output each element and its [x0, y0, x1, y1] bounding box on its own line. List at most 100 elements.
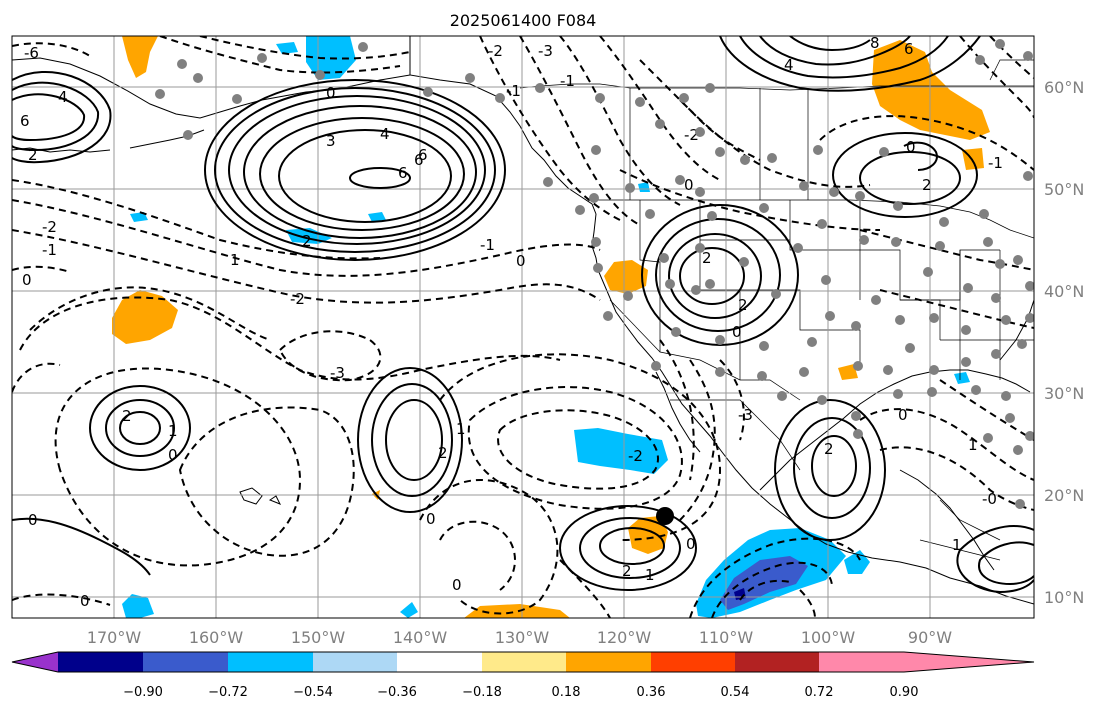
contour-label: -2 [488, 42, 503, 60]
colorbar-swatch [651, 652, 735, 672]
lon-label: 150°W [291, 628, 346, 647]
coastlines [12, 36, 1034, 605]
contour-label: -1 [480, 236, 495, 254]
contour-label: 1 [952, 536, 962, 554]
contour-label: 6 [20, 112, 30, 130]
map-title: 2025061400 F084 [450, 11, 597, 30]
contour-label: 2 [824, 440, 834, 458]
contour-label: 0 [426, 510, 436, 528]
contour-label: 6 [904, 40, 914, 58]
contour-label: 1 [168, 422, 178, 440]
lon-label: 120°W [597, 628, 652, 647]
storm-center-marker [656, 507, 674, 525]
contour-label: 1 [230, 251, 240, 269]
lat-label: 60°N [1044, 78, 1084, 97]
contour-label: 0 [516, 252, 526, 270]
lon-label: 130°W [495, 628, 550, 647]
contour-label: 2 [28, 146, 38, 164]
colorbar: −0.90 −0.72 −0.54 −0.36 −0.18 0.18 0.36 … [11, 651, 1035, 700]
contour-label: 1 [968, 436, 978, 454]
colorbar-swatch [819, 652, 904, 672]
colorbar-tick-label: 0.54 [721, 685, 750, 700]
contour-label: 6 [418, 146, 428, 164]
contour-label: 2 [302, 232, 312, 250]
contour-label: -2 [42, 218, 57, 236]
contour-label: 0 [686, 535, 696, 553]
colorbar-swatch [735, 652, 819, 672]
contour-label: 0 [452, 576, 462, 594]
contour-label: 6 [414, 151, 424, 169]
colorbar-swatch [313, 652, 397, 672]
contour-labels: 6 4 3 6 6 2 1 -2 -1 -1 0 -2 0 -3 2 1 0 2… [20, 34, 1003, 610]
longitude-axis: 170°W 160°W 150°W 140°W 130°W 120°W 110°… [87, 628, 952, 647]
political-borders [519, 59, 1034, 561]
contour-label: 2 [622, 562, 632, 580]
lat-label: 30°N [1044, 384, 1084, 403]
contour-label: 0 [326, 84, 336, 102]
colorbar-swatch [482, 652, 566, 672]
contour-label: 0 [80, 592, 90, 610]
colorbar-extend-min [12, 652, 58, 672]
contour-label: -2 [684, 126, 699, 144]
colorbar-swatch [58, 652, 143, 672]
colorbar-tick-label: 0.18 [552, 685, 581, 700]
colorbar-tick-label: 0.90 [890, 685, 919, 700]
colorbar-swatch [397, 652, 482, 672]
contour-label: -1 [42, 241, 57, 259]
colorbar-tick-label: −0.72 [208, 685, 248, 700]
contour-label: 0 [732, 323, 742, 341]
contour-label: 4 [784, 56, 794, 74]
station-markers [155, 39, 1034, 509]
contour-label: 4 [58, 88, 68, 106]
contour-label: 2 [438, 444, 448, 462]
colorbar-tick-label: −0.54 [293, 685, 333, 700]
negative-contours [12, 36, 1034, 618]
colorbar-tick-label: −0.18 [462, 685, 502, 700]
contour-label: 2 [702, 249, 712, 267]
contour-label: 6 [398, 164, 408, 182]
contour-label: 0 [28, 511, 38, 529]
contour-label: -1 [560, 72, 575, 90]
contour-label: -3 [738, 406, 753, 424]
map-frame [11, 35, 1035, 619]
lat-label: 20°N [1044, 486, 1084, 505]
positive-contours [12, 36, 1034, 594]
colorbar-tick-label: 0.72 [805, 685, 834, 700]
contour-label: -3 [330, 364, 345, 382]
contour-label: 0 [168, 446, 178, 464]
lon-label: 170°W [87, 628, 142, 647]
contour-label: -1 [988, 154, 1003, 172]
lon-label: 140°W [393, 628, 448, 647]
contour-label: 2 [122, 407, 132, 425]
contour-label: -2 [628, 447, 643, 465]
colorbar-swatch [143, 652, 228, 672]
lon-label: 160°W [189, 628, 244, 647]
lon-label: 90°W [908, 628, 952, 647]
lat-label: 10°N [1044, 588, 1084, 607]
contour-label: 3 [326, 132, 336, 150]
latitude-axis: 60°N 50°N 40°N 30°N 20°N 10°N [1044, 78, 1084, 607]
contour-label: -6 [24, 44, 39, 62]
lat-label: 40°N [1044, 282, 1084, 301]
contour-label: -1 [506, 82, 521, 100]
colorbar-swatch [566, 652, 651, 672]
contour-label: -2 [290, 290, 305, 308]
contour-label: 1 [645, 566, 655, 584]
contour-label: 1 [456, 420, 466, 438]
contour-label: -0 [982, 490, 997, 508]
map-panel: 6 4 3 6 6 2 1 -2 -1 -1 0 -2 0 -3 2 1 0 2… [12, 34, 1034, 618]
contour-label: -3 [538, 42, 553, 60]
colorbar-tick-label: −0.90 [123, 685, 163, 700]
colorbar-tick-label: −0.36 [377, 685, 417, 700]
lon-label: 100°W [801, 628, 856, 647]
contour-label: 8 [870, 34, 880, 52]
contour-label: 4 [380, 125, 390, 143]
contour-label: 0 [684, 176, 694, 194]
colorbar-extend-max [904, 652, 1034, 672]
contour-label: 0 [906, 138, 916, 156]
contour-label: 0 [898, 406, 908, 424]
lat-label: 50°N [1044, 180, 1084, 199]
colorbar-tick-label: 0.36 [637, 685, 666, 700]
contour-label: 2 [922, 176, 932, 194]
